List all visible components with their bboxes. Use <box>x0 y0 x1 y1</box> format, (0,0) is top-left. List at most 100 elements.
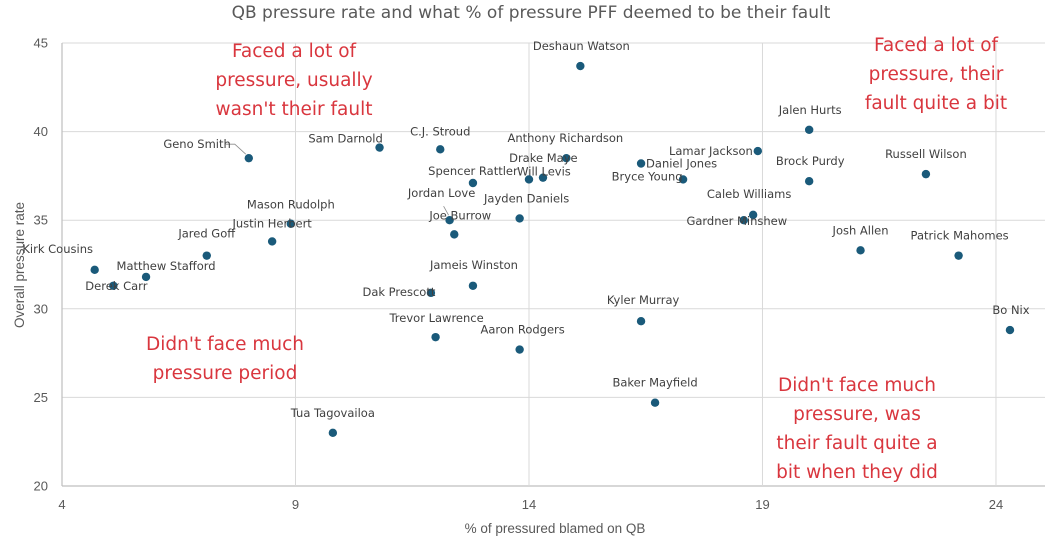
annotation-top-left: wasn't their fault <box>215 99 372 120</box>
data-point <box>856 246 865 255</box>
x-tick-label: 19 <box>755 497 769 512</box>
point-label: Josh Allen <box>832 223 889 237</box>
point-label: Drake Maye <box>509 151 577 165</box>
data-point <box>804 177 814 186</box>
data-point <box>636 159 646 168</box>
point-label: Bo Nix <box>992 303 1029 317</box>
point-label: Baker Mayfield <box>612 376 697 390</box>
annotation-bottom-right: their fault quite a <box>776 433 937 454</box>
x-axis-ticks: 4 9 14 19 24 <box>58 497 1003 512</box>
data-point <box>538 173 548 182</box>
point-label: Geno Smith <box>163 137 230 151</box>
point-label: Derek Carr <box>85 279 147 293</box>
point-label: Matthew Stafford <box>117 259 216 273</box>
data-point <box>328 428 338 438</box>
data-points <box>90 61 1015 438</box>
point-label: Jayden Daniels <box>483 191 569 205</box>
quadrant-annotations: Faced a lot of pressure, usually wasn't th… <box>146 35 1007 483</box>
point-labels: Kirk Cousins Derek Carr Matthew Stafford Ja… <box>22 39 1029 420</box>
data-point <box>426 288 436 298</box>
data-point <box>109 281 118 290</box>
point-label: Kirk Cousins <box>22 242 93 256</box>
data-point <box>375 143 384 152</box>
y-tick-label: 20 <box>34 479 48 494</box>
point-label: Mason Rudolph <box>247 198 335 212</box>
data-point <box>202 251 211 260</box>
point-label: Gardner Minshew <box>686 214 787 228</box>
y-tick-label: 45 <box>34 36 48 51</box>
data-point <box>804 125 814 135</box>
point-label: Sam Darnold <box>308 132 382 146</box>
point-label: Jared Goff <box>177 227 236 241</box>
annotation-bottom-left: Didn't face much <box>146 334 304 355</box>
data-point <box>576 61 585 71</box>
data-point <box>450 230 459 239</box>
data-point <box>1005 325 1015 335</box>
point-label: Brock Purdy <box>776 154 845 168</box>
annotation-top-right: pressure, their <box>869 64 1004 85</box>
data-point <box>678 175 688 184</box>
y-tick-label: 25 <box>34 390 48 405</box>
data-point <box>244 153 253 163</box>
point-label: Jordan Love <box>407 186 475 200</box>
annotation-bottom-right: Didn't face much <box>778 375 936 396</box>
point-label: Tua Tagovailoa <box>290 406 375 420</box>
y-tick-label: 30 <box>34 301 48 316</box>
point-label: Patrick Mahomes <box>911 229 1009 243</box>
data-point <box>431 332 440 342</box>
data-point <box>650 398 660 407</box>
leader-line <box>225 143 247 155</box>
point-label: Aaron Rodgers <box>481 323 565 337</box>
point-label: Spencer Rattler <box>428 164 518 178</box>
point-label: Jalen Hurts <box>778 103 842 117</box>
point-label: Dak Prescott <box>362 285 435 299</box>
point-label: Justin Herbert <box>231 216 312 230</box>
annotation-bottom-left: pressure period <box>153 363 298 384</box>
point-label: C.J. Stroud <box>410 124 470 138</box>
data-point <box>524 175 534 184</box>
x-tick-label: 4 <box>58 497 65 512</box>
x-axis-label: % of pressured blamed on QB <box>465 521 646 536</box>
annotation-top-left: Faced a lot of <box>232 41 357 62</box>
annotation-top-left: pressure, usually <box>215 70 372 91</box>
data-point <box>468 178 478 188</box>
leader-lines <box>225 143 449 216</box>
point-label: Deshaun Watson <box>533 39 630 53</box>
y-axis-ticks: 20 25 30 35 40 45 <box>34 36 48 494</box>
point-label: Caleb Williams <box>707 187 791 201</box>
y-tick-label: 40 <box>34 124 48 139</box>
y-axis-label: Overall pressure rate <box>12 202 27 328</box>
annotation-top-right: fault quite a bit <box>865 93 1007 114</box>
data-point <box>267 237 277 246</box>
point-label: Trevor Lawrence <box>388 311 483 325</box>
x-tick-label: 24 <box>989 497 1003 512</box>
leader-line <box>443 206 449 216</box>
data-point <box>954 251 963 260</box>
point-label: Lamar Jackson <box>669 144 753 158</box>
data-point <box>921 169 931 179</box>
point-label: Jameis Winston <box>429 258 518 272</box>
data-point <box>468 281 478 290</box>
data-point <box>445 216 454 225</box>
point-label: Will Levis <box>517 164 571 178</box>
y-tick-label: 35 <box>34 213 48 228</box>
data-point <box>515 345 524 354</box>
x-tick-label: 9 <box>292 497 299 512</box>
data-point <box>90 265 99 275</box>
data-point <box>636 317 646 326</box>
point-label: Bryce Young <box>612 169 683 183</box>
annotation-top-right: Faced a lot of <box>874 35 999 56</box>
data-point <box>753 146 763 156</box>
data-point <box>739 216 748 225</box>
annotation-bottom-right: bit when they did <box>776 462 938 483</box>
data-point <box>515 214 524 223</box>
data-point <box>562 153 571 163</box>
point-label: Daniel Jones <box>646 156 717 170</box>
annotation-bottom-right: pressure, was <box>793 404 921 425</box>
chart-title: QB pressure rate and what % of pressure … <box>232 3 831 23</box>
data-point <box>436 145 445 154</box>
data-point <box>748 210 758 220</box>
x-tick-label: 14 <box>522 497 536 512</box>
gridlines <box>61 42 1045 487</box>
